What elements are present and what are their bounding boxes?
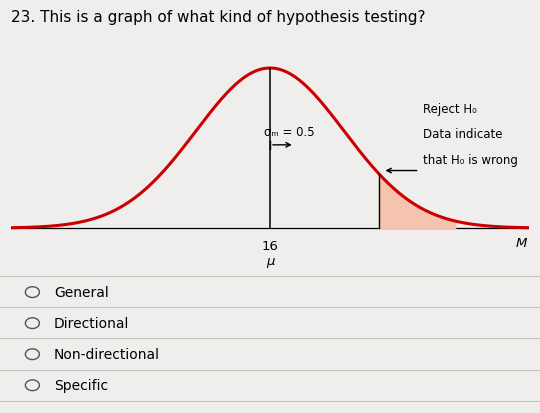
Text: 23. This is a graph of what kind of hypothesis testing?: 23. This is a graph of what kind of hypo… [11,10,426,25]
Text: 16: 16 [261,240,279,253]
Text: Non-directional: Non-directional [54,347,160,361]
Text: μ: μ [266,254,274,267]
Text: Reject H₀: Reject H₀ [423,102,477,115]
Text: that H₀ is wrong: that H₀ is wrong [423,154,518,166]
Text: σₘ = 0.5: σₘ = 0.5 [264,126,315,139]
Text: Directional: Directional [54,316,130,330]
Text: Specific: Specific [54,378,108,392]
Text: Data indicate: Data indicate [423,128,503,141]
Text: M: M [516,237,528,249]
Text: General: General [54,285,109,299]
